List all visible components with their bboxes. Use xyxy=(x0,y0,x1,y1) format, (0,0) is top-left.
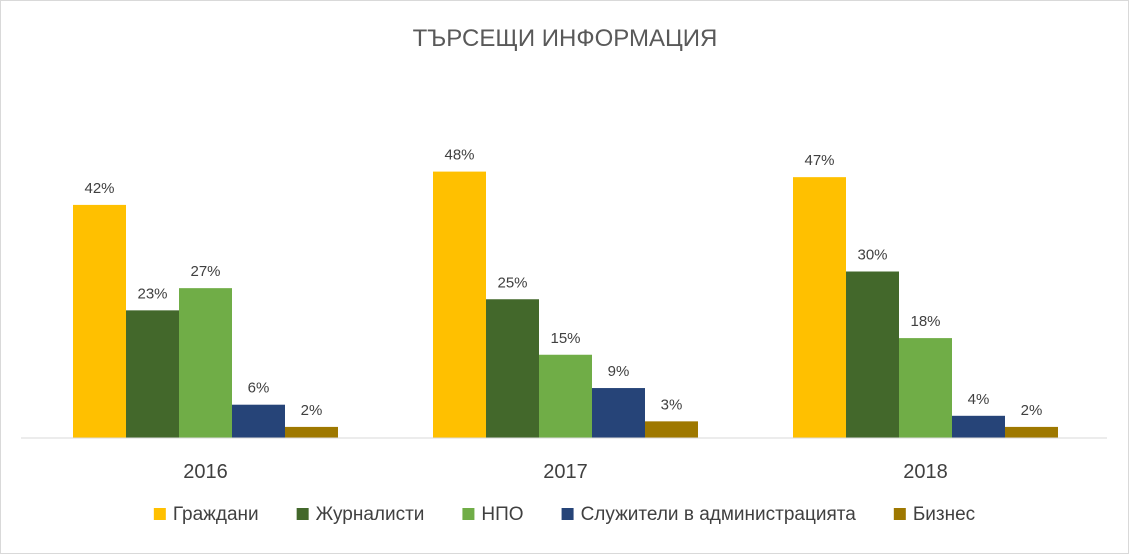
x-tick-label-2018: 2018 xyxy=(903,461,948,483)
data-label-2018-series-3: 18% xyxy=(910,313,940,330)
bar-2018-series-2 xyxy=(846,271,899,438)
bar-2016-series-4 xyxy=(232,404,285,438)
bar-2016-series-5 xyxy=(285,426,338,438)
legend-swatch xyxy=(561,508,574,520)
legend-label: Граждани xyxy=(173,504,259,525)
data-label-2017-series-5: 3% xyxy=(661,396,683,413)
data-label-2018-series-4: 4% xyxy=(968,391,990,408)
legend-swatch xyxy=(893,508,906,520)
chart-title: ТЪРСЕЩИ ИНФОРМАЦИЯ xyxy=(413,25,718,52)
x-tick-label-2017: 2017 xyxy=(543,461,588,483)
legend-label: Бизнес xyxy=(913,504,975,525)
x-tick-label-2016: 2016 xyxy=(183,461,228,483)
bar-2018-series-5 xyxy=(1005,426,1058,438)
x-axis-ticks: 2016 2017 2018 xyxy=(183,461,948,483)
data-label-2017-series-3: 15% xyxy=(550,330,580,347)
bars-layer xyxy=(73,171,1058,438)
legend-item-1: Граждани xyxy=(153,504,259,525)
data-label-2017-series-1: 48% xyxy=(444,147,474,164)
bar-2018-series-3 xyxy=(899,338,952,438)
data-label-2018-series-2: 30% xyxy=(857,247,887,264)
legend-label: Журналисти xyxy=(316,504,425,525)
bar-2017-series-5 xyxy=(645,421,698,438)
data-label-2016-series-1: 42% xyxy=(84,180,114,197)
data-label-2017-series-4: 9% xyxy=(608,363,630,380)
data-labels-layer: 42% 23% 27% 6% 2% 48% 25% 15% 9% 3% 47% 30% 18% 4% 2% xyxy=(84,147,1042,419)
data-label-2018-series-5: 2% xyxy=(1021,402,1043,419)
bar-2016-series-2 xyxy=(126,310,179,438)
data-label-2018-series-1: 47% xyxy=(804,152,834,169)
legend: Граждани Журналисти НПО Служители в админис… xyxy=(153,504,975,525)
bar-2016-series-1 xyxy=(73,204,126,438)
bar-2018-series-4 xyxy=(952,415,1005,438)
legend-swatch xyxy=(462,508,475,520)
data-label-2016-series-5: 2% xyxy=(301,402,323,419)
legend-label: НПО xyxy=(481,504,523,525)
bar-2017-series-1 xyxy=(433,171,486,438)
legend-swatch xyxy=(296,508,309,520)
bar-2017-series-3 xyxy=(539,354,592,438)
bar-2017-series-2 xyxy=(486,299,539,438)
data-label-2016-series-3: 27% xyxy=(190,263,220,280)
data-label-2017-series-2: 25% xyxy=(497,274,527,291)
legend-item-2: Журналисти xyxy=(296,504,425,525)
bar-2016-series-3 xyxy=(179,288,232,438)
legend-item-3: НПО xyxy=(462,504,524,525)
legend-item-5: Бизнес xyxy=(893,504,975,525)
legend-item-4: Служители в администрацията xyxy=(561,504,857,525)
data-label-2016-series-4: 6% xyxy=(248,380,270,397)
bar-2017-series-4 xyxy=(592,388,645,438)
data-label-2016-series-2: 23% xyxy=(137,285,167,302)
legend-swatch xyxy=(153,508,166,520)
bar-2018-series-1 xyxy=(793,177,846,438)
legend-label: Служители в администрацията xyxy=(581,504,857,525)
